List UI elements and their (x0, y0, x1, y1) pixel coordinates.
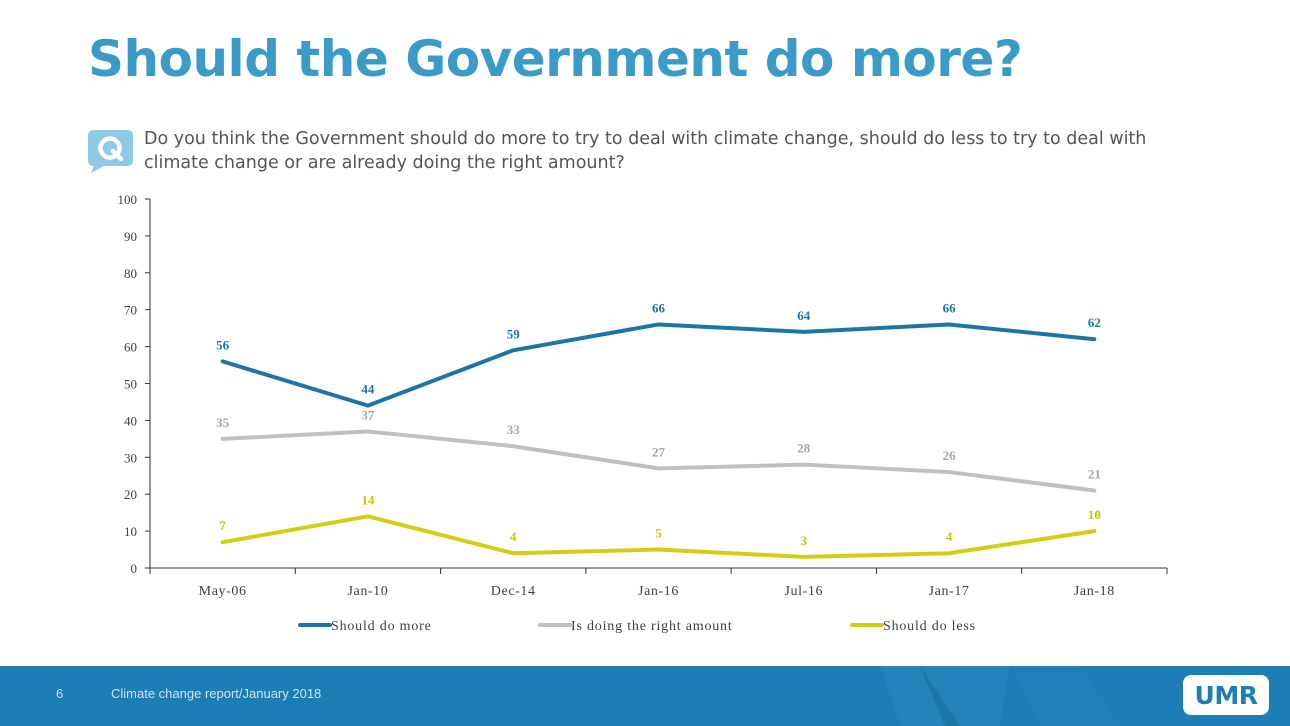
y-tick-label: 80 (124, 266, 137, 281)
legend: Should do more Is doing the right amount S… (298, 619, 976, 634)
legend-label: Is doing the right amount (571, 619, 733, 634)
data-label: 10 (1088, 507, 1101, 522)
data-label: 21 (1088, 467, 1101, 482)
question-icon (88, 130, 133, 173)
y-tick-label: 60 (124, 340, 137, 355)
footer-report-title: Climate change report/January 2018 (111, 686, 322, 701)
data-label: 44 (361, 382, 375, 397)
y-tick-label: 10 (124, 524, 137, 539)
logo-text: UMR (1194, 680, 1258, 710)
data-labels: 56 44 59 66 64 66 62 35 37 33 27 28 26 21 7 14 4 5 3 4 10 (216, 300, 1101, 547)
data-label: 26 (943, 448, 957, 463)
umr-logo: UMR (1183, 675, 1269, 715)
y-tick-label: 100 (118, 192, 138, 207)
series-line-1 (220, 322, 1097, 408)
x-tick-label: Jan-17 (929, 584, 970, 599)
series-line-3 (220, 514, 1097, 559)
data-label: 62 (1088, 315, 1101, 330)
y-axis: 0 10 20 30 40 50 60 70 80 90 100 (118, 192, 151, 576)
data-label: 56 (216, 337, 230, 352)
footer-decoration (880, 666, 1120, 726)
series-line-2 (220, 429, 1097, 493)
data-label: 37 (361, 407, 375, 422)
series-lines (220, 322, 1097, 559)
page-number: 6 (56, 686, 64, 701)
data-label: 27 (652, 444, 666, 459)
data-label: 14 (361, 492, 375, 507)
data-label: 4 (510, 529, 517, 544)
y-tick-label: 0 (131, 561, 138, 576)
y-tick-label: 30 (124, 450, 137, 465)
footer: 6 Climate change report/January 2018 UMR (0, 666, 1290, 726)
legend-label: Should do less (883, 619, 976, 634)
page-title: Should the Government do more? (88, 30, 1023, 88)
x-tick-label: Jan-10 (347, 584, 388, 599)
y-tick-label: 20 (124, 487, 137, 502)
data-label: 5 (655, 526, 662, 541)
y-tick-label: 90 (124, 229, 137, 244)
data-label: 66 (943, 300, 957, 315)
data-label: 3 (801, 533, 808, 548)
x-tick-label: Jan-16 (638, 584, 679, 599)
question-text: Do you think the Government should do mo… (144, 129, 1147, 173)
data-label: 4 (946, 529, 953, 544)
x-tick-label: Jul-16 (784, 584, 823, 599)
line-chart: 0 10 20 30 40 50 60 70 80 90 100 May-06 Jan-10 Dec-1… (118, 192, 1168, 634)
x-tick-label: Dec-14 (491, 584, 536, 599)
data-label: 64 (797, 308, 811, 323)
data-label: 66 (652, 300, 666, 315)
x-tick-label: Jan-18 (1074, 584, 1115, 599)
data-label: 33 (507, 422, 521, 437)
data-label: 28 (797, 441, 811, 456)
data-label: 35 (216, 415, 230, 430)
data-label: 7 (219, 518, 226, 533)
y-tick-label: 50 (124, 377, 137, 392)
y-tick-label: 40 (124, 413, 137, 428)
x-tick-label: May-06 (199, 584, 247, 599)
y-tick-label: 70 (124, 303, 137, 318)
x-axis: May-06 Jan-10 Dec-14 Jan-16 Jul-16 Jan-17 Jan-… (149, 567, 1168, 599)
legend-label: Should do more (331, 619, 432, 634)
data-label: 59 (507, 326, 521, 341)
